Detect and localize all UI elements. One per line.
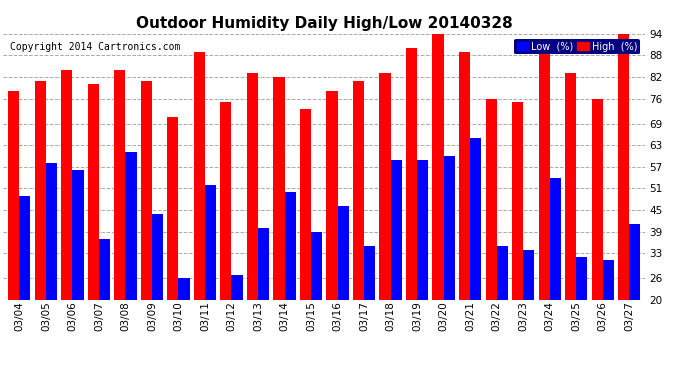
Text: Copyright 2014 Cartronics.com: Copyright 2014 Cartronics.com (10, 42, 180, 52)
Bar (8, 92, 19, 300)
Bar (220, 102, 231, 300)
Bar (591, 99, 603, 300)
Bar (300, 109, 311, 300)
Title: Outdoor Humidity Daily High/Low 20140328: Outdoor Humidity Daily High/Low 20140328 (136, 16, 513, 31)
Bar (311, 232, 322, 300)
Bar (565, 74, 576, 300)
Bar (194, 52, 205, 300)
Bar (337, 207, 348, 300)
Bar (539, 45, 550, 300)
Bar (141, 81, 152, 300)
Bar (459, 52, 470, 300)
Bar (19, 196, 30, 300)
Bar (205, 185, 216, 300)
Bar (629, 225, 640, 300)
Bar (99, 239, 110, 300)
Bar (523, 250, 534, 300)
Bar (550, 178, 561, 300)
Bar (512, 102, 523, 300)
Bar (72, 171, 83, 300)
Bar (247, 74, 258, 300)
Bar (391, 160, 402, 300)
Bar (258, 228, 269, 300)
Bar (576, 257, 587, 300)
Bar (417, 160, 428, 300)
Bar (179, 278, 190, 300)
Bar (433, 30, 444, 300)
Bar (231, 275, 243, 300)
Bar (61, 70, 72, 300)
Bar (406, 48, 417, 300)
Bar (470, 138, 482, 300)
Bar (34, 81, 46, 300)
Bar (380, 74, 391, 300)
Bar (618, 30, 629, 300)
Bar (88, 84, 99, 300)
Bar (603, 260, 614, 300)
Bar (126, 153, 137, 300)
Bar (497, 246, 508, 300)
Bar (486, 99, 497, 300)
Bar (284, 192, 295, 300)
Bar (152, 214, 163, 300)
Bar (364, 246, 375, 300)
Bar (273, 77, 284, 300)
Bar (444, 156, 455, 300)
Bar (167, 117, 179, 300)
Legend: Low  (%), High  (%): Low (%), High (%) (513, 39, 640, 54)
Bar (353, 81, 364, 300)
Bar (46, 163, 57, 300)
Bar (115, 70, 126, 300)
Bar (326, 92, 337, 300)
